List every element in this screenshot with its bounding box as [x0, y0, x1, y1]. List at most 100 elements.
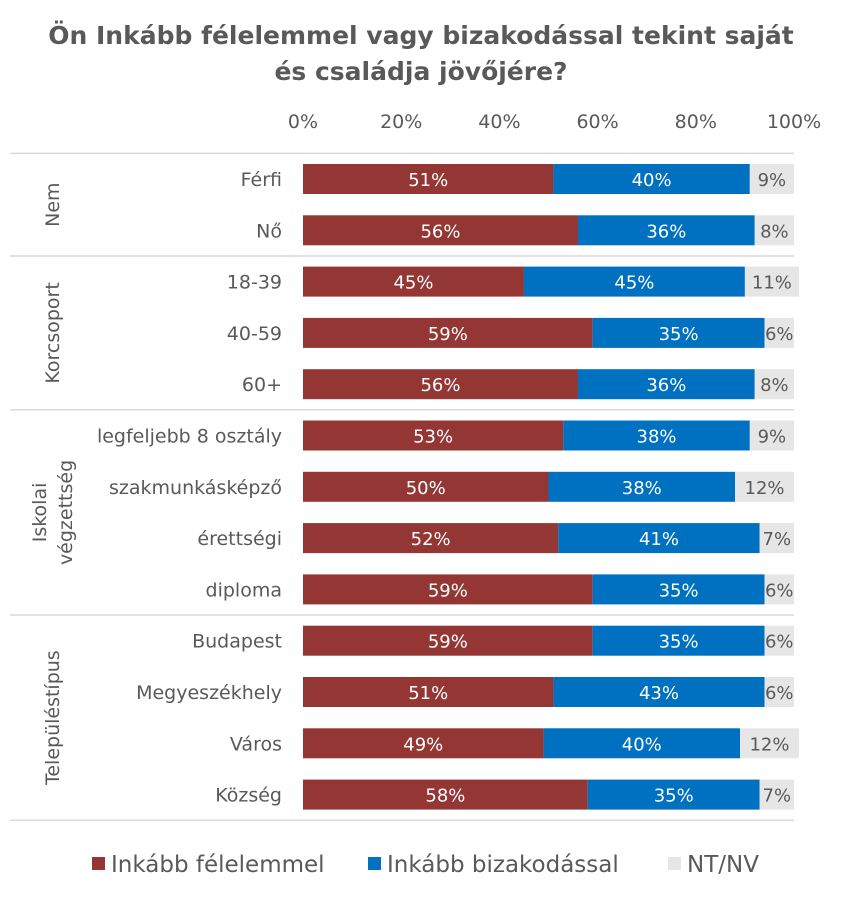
- bar-segment: [563, 420, 750, 451]
- x-tick-label: 0%: [288, 111, 318, 133]
- bar-segment: [764, 625, 794, 656]
- data-label: 59%: [428, 632, 468, 653]
- bar-segment: [523, 266, 745, 297]
- bar-segment: [303, 369, 578, 400]
- bar-segment: [754, 369, 794, 400]
- x-tick-label: 20%: [380, 111, 422, 133]
- bar-segment: [759, 779, 794, 810]
- x-axis-ticks: 0% 20% 40% 60% 80% 100%: [288, 111, 821, 133]
- bar-segment: [543, 728, 740, 759]
- data-label: 35%: [654, 786, 694, 807]
- bar-segment: [303, 317, 593, 348]
- bar-segment: [764, 574, 794, 605]
- data-label: 35%: [659, 324, 699, 345]
- bar-segment: [749, 420, 794, 451]
- category-label: diploma: [206, 579, 282, 601]
- x-tick-label: 60%: [576, 111, 618, 133]
- data-label: 12%: [745, 478, 785, 499]
- bar-segment: [592, 574, 765, 605]
- bar-segment: [303, 728, 544, 759]
- bar-segment: [553, 677, 765, 707]
- bar-segment: [303, 779, 588, 810]
- chart-title-line-1: Ön Inkább félelemmel vagy bizakodással t…: [48, 20, 794, 50]
- category-label: 40-59: [227, 323, 282, 345]
- category-label: Budapest: [192, 631, 282, 653]
- bar-segment: [592, 625, 765, 656]
- data-label: 8%: [760, 375, 789, 396]
- group-label: Településtípus: [42, 650, 64, 786]
- data-label: 8%: [760, 221, 789, 242]
- bar-segment: [744, 266, 799, 297]
- bar-segment: [303, 523, 559, 554]
- bar-segment: [303, 625, 593, 656]
- bar-segment: [577, 215, 755, 246]
- category-label: érettségi: [197, 528, 282, 550]
- data-label: 35%: [659, 580, 699, 601]
- bar-segment: [587, 779, 760, 810]
- data-label: 6%: [765, 683, 794, 704]
- data-label: 38%: [622, 478, 662, 499]
- bar-segment: [303, 266, 524, 297]
- data-label: 56%: [420, 375, 460, 396]
- group-labels: Nem Korcsoport Iskolai végzettség Települést…: [29, 182, 77, 786]
- bar-segment: [303, 420, 564, 451]
- data-label: 6%: [765, 580, 794, 601]
- chart-title-line-2: és családja jövőjére?: [274, 57, 567, 86]
- legend-swatch: [668, 857, 681, 870]
- bar-segment: [303, 574, 593, 605]
- x-tick-label: 40%: [478, 111, 520, 133]
- group-label: Nem: [42, 182, 64, 226]
- bar-segment: [303, 215, 578, 246]
- data-label: 40%: [632, 170, 672, 191]
- data-label: 50%: [406, 478, 446, 499]
- bar-segment: [548, 471, 736, 502]
- bar-segment: [592, 317, 765, 348]
- data-label: 12%: [749, 734, 789, 755]
- data-label: 59%: [428, 580, 468, 601]
- legend-label: NT/NV: [687, 852, 759, 878]
- bar-segment: [739, 728, 799, 759]
- data-label: 52%: [411, 529, 451, 550]
- bars: 51% 40% 9% 56% 36% 8% 45% 45% 11% 59% 35% 6% 56% 36% 8…: [303, 164, 799, 810]
- data-label: 6%: [765, 632, 794, 653]
- data-label: 49%: [403, 734, 443, 755]
- data-label: 43%: [639, 683, 679, 704]
- data-label: 45%: [614, 273, 654, 294]
- data-label: 9%: [758, 427, 787, 448]
- group-separators: [10, 152, 794, 821]
- category-labels: Férfi Nő 18-39 40-59 60+ legfeljebb 8 osztály…: [97, 169, 282, 807]
- data-label: 38%: [637, 427, 677, 448]
- chart-title: Ön Inkább félelemmel vagy bizakodással t…: [48, 20, 794, 86]
- category-label: Város: [230, 733, 282, 755]
- data-label: 9%: [758, 170, 787, 191]
- category-label: Nő: [256, 220, 282, 242]
- group-label: Korcsoport: [42, 282, 64, 383]
- bar-segment: [303, 677, 554, 707]
- data-label: 36%: [646, 221, 686, 242]
- data-label: 56%: [420, 221, 460, 242]
- category-label: Férfi: [241, 169, 282, 191]
- group-label: Iskolai: [29, 483, 51, 543]
- data-label: 51%: [408, 683, 448, 704]
- data-label: 41%: [639, 529, 679, 550]
- legend-swatch: [92, 857, 105, 870]
- legend: Inkább félelemmel Inkább bizakodással NT/N…: [92, 852, 759, 878]
- category-label: Község: [215, 785, 282, 807]
- data-label: 7%: [763, 786, 792, 807]
- bar-segment: [764, 317, 794, 348]
- data-label: 11%: [752, 273, 792, 294]
- data-label: 58%: [425, 786, 465, 807]
- data-label: 7%: [763, 529, 792, 550]
- category-label: szakmunkásképző: [109, 477, 282, 499]
- bar-segment: [735, 471, 794, 502]
- bar-segment: [577, 369, 755, 400]
- category-label: 60+: [242, 374, 282, 396]
- category-label: legfeljebb 8 osztály: [97, 426, 282, 448]
- bar-segment: [303, 164, 554, 194]
- legend-label: Inkább félelemmel: [111, 852, 325, 878]
- data-label: 36%: [646, 375, 686, 396]
- data-label: 35%: [659, 632, 699, 653]
- data-label: 51%: [408, 170, 448, 191]
- bar-segment: [749, 164, 794, 194]
